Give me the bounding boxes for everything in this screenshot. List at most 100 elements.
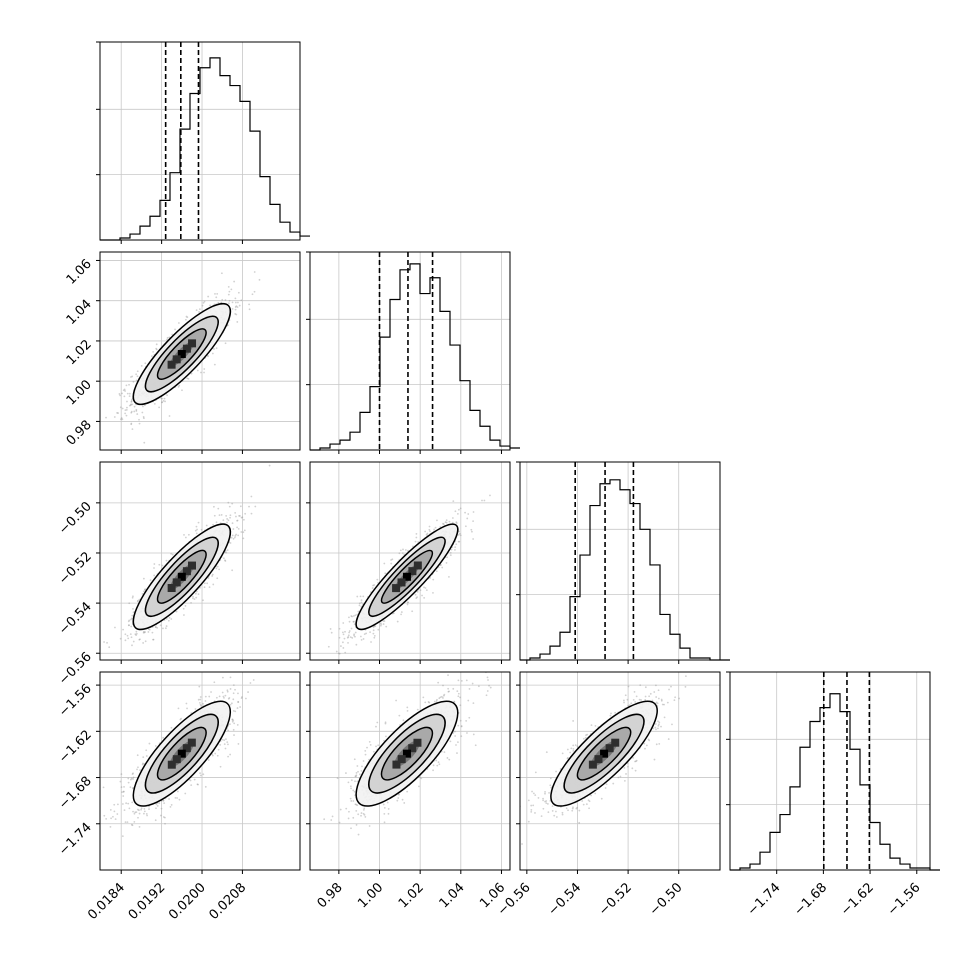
sample-point	[436, 519, 438, 522]
sample-point	[133, 410, 136, 413]
sample-point	[457, 540, 460, 543]
sample-point	[130, 400, 133, 403]
sample-point	[151, 631, 154, 634]
panel-frame	[309, 251, 511, 451]
sample-point	[213, 681, 216, 684]
sample-point	[129, 404, 132, 407]
sample-point	[242, 518, 245, 521]
sample-point	[132, 611, 135, 614]
sample-point	[216, 292, 219, 295]
sample-point	[148, 808, 150, 810]
sample-point	[268, 464, 271, 467]
sample-point	[211, 575, 214, 577]
sample-point	[105, 817, 108, 820]
sample-point	[177, 707, 180, 710]
sample-point	[119, 418, 122, 421]
sample-point	[198, 685, 201, 688]
sample-point	[241, 516, 244, 519]
sample-point	[250, 495, 253, 498]
sample-point	[211, 352, 214, 355]
sample-point	[400, 613, 402, 616]
sample-point	[352, 620, 355, 623]
sample-point	[237, 534, 240, 537]
sample-point	[143, 404, 146, 407]
sample-point	[400, 611, 403, 613]
contour-line	[132, 523, 232, 631]
sample-point	[132, 595, 134, 598]
sample-point	[196, 528, 198, 531]
sample-point	[466, 517, 469, 520]
sample-point	[229, 542, 232, 544]
sample-point	[347, 634, 350, 637]
sample-point	[182, 607, 185, 610]
sample-point	[204, 695, 207, 698]
sample-point	[133, 820, 136, 823]
sample-point	[155, 347, 158, 350]
sample-point	[144, 640, 147, 643]
sample-point	[359, 595, 362, 598]
sample-point	[151, 355, 153, 358]
sample-point	[227, 729, 230, 732]
sample-point	[459, 534, 462, 537]
sample-point	[483, 499, 486, 502]
sample-point	[240, 531, 243, 533]
sample-point	[354, 614, 357, 617]
sample-point	[385, 625, 388, 628]
panel-background	[100, 672, 300, 870]
sample-point	[147, 631, 150, 633]
sample-point	[228, 505, 231, 508]
sample-point	[140, 364, 143, 367]
sample-point	[203, 586, 206, 589]
sample-point	[335, 650, 338, 653]
sample-point	[253, 290, 256, 293]
sample-point	[354, 635, 356, 638]
sample-point	[434, 526, 437, 529]
sample-point	[374, 625, 377, 628]
sample-point	[124, 633, 127, 636]
sample-point	[130, 625, 133, 628]
sample-point	[128, 602, 131, 605]
sample-point	[154, 745, 157, 747]
sample-point	[224, 747, 227, 750]
sample-point	[373, 634, 376, 637]
sample-point	[227, 519, 230, 522]
sample-point	[232, 537, 235, 540]
sample-point	[425, 533, 428, 536]
density-core	[402, 572, 411, 581]
sample-point	[126, 821, 129, 823]
sample-point	[158, 406, 161, 409]
sample-point	[123, 809, 126, 811]
sample-point	[411, 610, 414, 613]
sample-point	[338, 636, 341, 639]
sample-point	[126, 406, 128, 409]
sample-point	[138, 638, 141, 641]
sample-point	[398, 552, 401, 555]
sample-point	[203, 371, 205, 374]
sample-point	[458, 532, 461, 535]
sample-point	[416, 596, 419, 599]
sample-point	[192, 595, 194, 598]
sample-point	[239, 515, 241, 517]
sample-point	[330, 631, 333, 634]
sample-point	[127, 624, 130, 627]
panel-frame	[99, 41, 301, 241]
sample-point	[362, 638, 365, 640]
sample-point	[235, 515, 237, 518]
sample-point	[160, 401, 163, 404]
sample-point	[232, 684, 235, 687]
sample-point	[220, 514, 223, 516]
sample-point	[144, 362, 147, 365]
sample-point	[344, 651, 347, 654]
contour-line	[156, 549, 207, 604]
density-panel	[103, 464, 271, 660]
sample-point	[356, 613, 359, 616]
sample-point	[226, 741, 229, 743]
sample-point	[159, 624, 162, 627]
sample-point	[329, 628, 332, 630]
sample-point	[237, 301, 239, 304]
sample-point	[228, 299, 231, 302]
sample-point	[186, 316, 189, 319]
density-core	[177, 572, 186, 581]
panels-layer: −1.74 −1.68 −1.62 −1.560.981.001.021.041.06…	[56, 41, 940, 923]
